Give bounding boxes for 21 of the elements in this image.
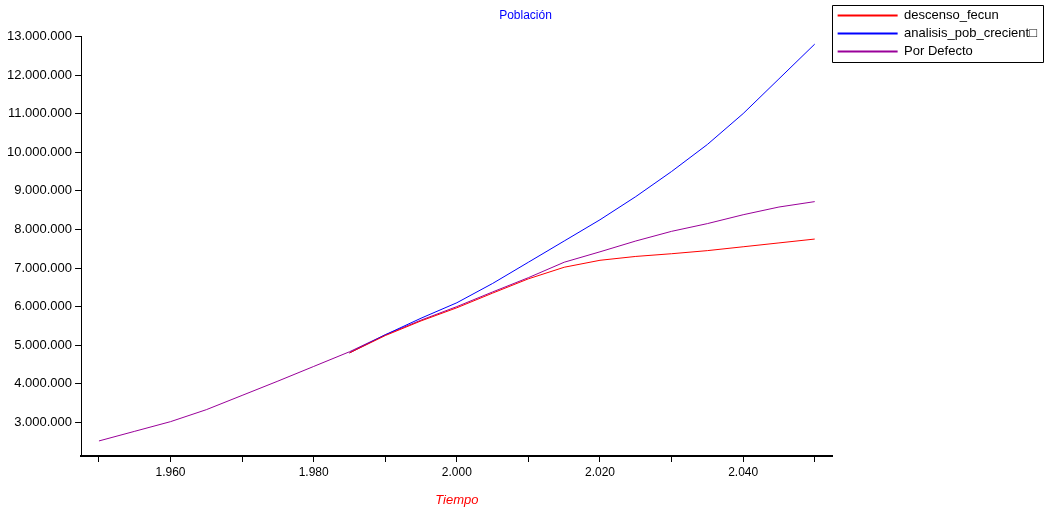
x-tick-label: 2.020 <box>584 464 616 479</box>
y-tick-label: 4.000.000 <box>14 375 73 391</box>
y-tick-label: 6.000.000 <box>14 298 73 314</box>
x-tick-label: 1.980 <box>298 464 330 479</box>
x-tick-label: 2.000 <box>441 464 473 479</box>
y-tick-label: 13.000.000 <box>6 27 73 43</box>
y-tick-label: 11.000.000 <box>7 105 73 121</box>
x-axis-title: Tiempo <box>435 491 479 507</box>
y-tick-label: 8.000.000 <box>14 220 73 236</box>
chart-title: Población <box>499 7 552 22</box>
y-tick-label: 3.000.000 <box>14 413 73 429</box>
x-tick-label: 1.960 <box>155 464 186 479</box>
y-tick-label: 10.000.000 <box>6 143 73 159</box>
x-tick-label: 2.040 <box>728 464 759 479</box>
legend-label: analisis_pob_crecient□ <box>904 25 1038 41</box>
legend-label: Por Defecto <box>904 43 973 59</box>
legend-label: descenso_fecun <box>904 7 999 23</box>
y-tick-label: 12.000.000 <box>6 66 73 82</box>
y-tick-label: 7.000.000 <box>14 259 73 275</box>
y-tick-label: 5.000.000 <box>14 336 73 352</box>
y-tick-label: 9.000.000 <box>14 182 73 198</box>
